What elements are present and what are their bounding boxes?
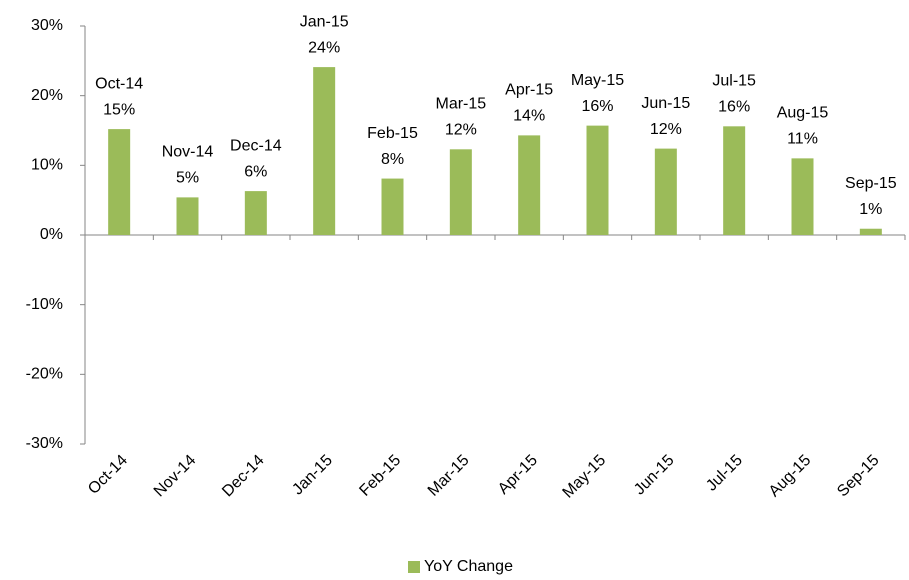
data-label: 6% — [244, 163, 267, 180]
y-tick-label: -20% — [26, 366, 63, 383]
data-label: 12% — [650, 121, 682, 138]
x-tick-label: Apr-15 — [495, 452, 541, 498]
data-label: 1% — [859, 201, 882, 218]
data-label-category: May-15 — [571, 72, 624, 89]
bar — [859, 228, 882, 235]
data-label: 8% — [381, 151, 404, 168]
y-tick-label: 20% — [31, 87, 63, 104]
y-tick-label: -30% — [26, 435, 63, 452]
data-label: 15% — [103, 101, 135, 118]
bar — [518, 135, 541, 235]
bar — [313, 67, 336, 235]
data-label-category: Mar-15 — [435, 96, 486, 113]
y-tick-label: 10% — [31, 157, 63, 174]
data-label-category: Jun-15 — [641, 95, 690, 112]
data-label: 14% — [513, 108, 545, 125]
bar — [176, 197, 199, 235]
x-tick-label: Sep-15 — [834, 452, 883, 501]
bar — [723, 126, 746, 235]
x-tick-label: May-15 — [560, 452, 610, 502]
data-label: 16% — [718, 99, 750, 116]
bar — [108, 129, 131, 235]
data-label-category: Oct-14 — [95, 75, 143, 92]
x-tick-label: Dec-14 — [219, 452, 268, 501]
x-tick-label: Oct-14 — [85, 452, 131, 498]
bar — [381, 178, 404, 235]
data-label-category: Sep-15 — [845, 175, 897, 192]
x-tick-label: Aug-15 — [766, 452, 815, 501]
data-label-category: Aug-15 — [777, 105, 829, 122]
data-label-category: Dec-14 — [230, 137, 282, 154]
data-label: 16% — [581, 98, 613, 115]
y-tick-label: 0% — [40, 226, 63, 243]
legend-label: YoY Change — [424, 558, 513, 575]
x-tick-label: Jul-15 — [703, 452, 746, 495]
bar — [791, 158, 814, 235]
data-label-category: Feb-15 — [367, 125, 418, 142]
data-label-category: Nov-14 — [162, 144, 214, 161]
x-tick-label: Jan-15 — [289, 452, 336, 499]
y-tick-label: -10% — [26, 296, 63, 313]
x-tick-label: Nov-14 — [151, 452, 200, 501]
x-tick-label: Mar-15 — [425, 452, 473, 500]
data-label-category: Jan-15 — [300, 13, 349, 30]
data-label: 12% — [445, 122, 477, 139]
bar — [654, 148, 677, 235]
data-label: 11% — [787, 131, 818, 148]
data-label-category: Apr-15 — [505, 82, 553, 99]
bar — [244, 191, 267, 235]
data-label: 24% — [308, 39, 340, 56]
y-tick-label: 30% — [31, 17, 63, 34]
data-label: 5% — [176, 170, 199, 187]
data-label-category: Jul-15 — [712, 73, 756, 90]
bar — [449, 149, 472, 235]
x-tick-label: Jun-15 — [631, 452, 678, 499]
x-tick-label: Feb-15 — [356, 452, 404, 500]
bar — [586, 125, 609, 235]
legend-swatch — [408, 561, 420, 573]
